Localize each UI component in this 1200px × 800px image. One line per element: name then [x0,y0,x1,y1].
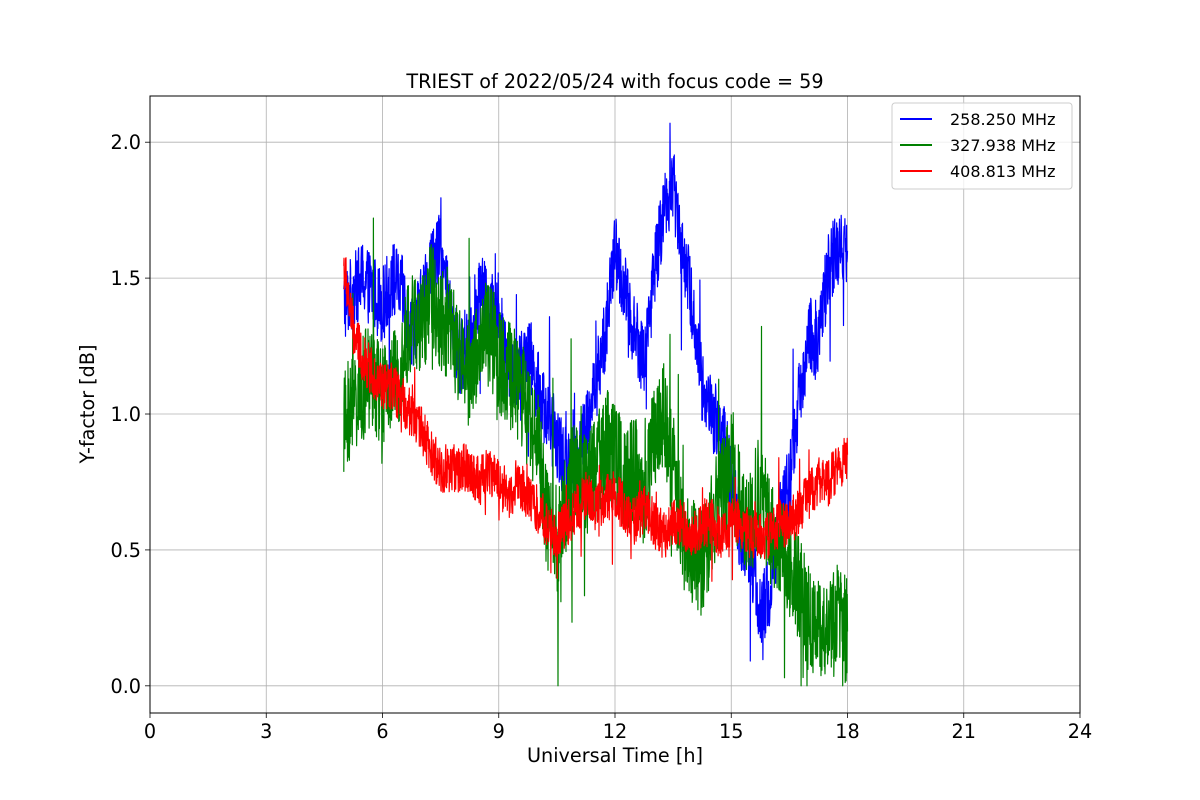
legend-label: 327.938 MHz [950,136,1055,155]
legend-label: 258.250 MHz [950,110,1055,129]
x-tick-label: 0 [144,720,156,743]
x-axis: 0 3 6 9 12 15 18 21 24 [144,713,1092,743]
x-tick-label: 12 [603,720,627,743]
y-axis-label: Y-factor [dB] [76,345,99,465]
y-tick-label: 0.0 [110,675,141,698]
y-axis: 0.0 0.5 1.0 1.5 2.0 [110,131,150,698]
legend-label: 408.813 MHz [950,162,1055,181]
y-tick-label: 0.5 [110,539,141,562]
legend-box [891,102,1073,190]
y-tick-label: 1.0 [110,403,141,426]
x-tick-label: 3 [260,720,272,743]
x-tick-label: 21 [952,720,976,743]
x-tick-label: 6 [376,720,388,743]
x-tick-label: 24 [1068,720,1092,743]
x-axis-label: Universal Time [h] [527,744,703,767]
x-tick-label: 18 [835,720,859,743]
chart-title: TRIEST of 2022/05/24 with focus code = 5… [405,70,823,93]
x-tick-label: 15 [719,720,743,743]
x-tick-label: 9 [493,720,505,743]
series-line-0 [343,122,849,662]
y-tick-label: 1.5 [110,267,141,290]
series-layer [343,122,849,687]
series-line-1 [343,217,849,687]
legend: 258.250 MHz 327.938 MHz 408.813 MHz [891,102,1073,190]
series-line-2 [343,257,849,582]
y-tick-label: 2.0 [110,131,141,154]
